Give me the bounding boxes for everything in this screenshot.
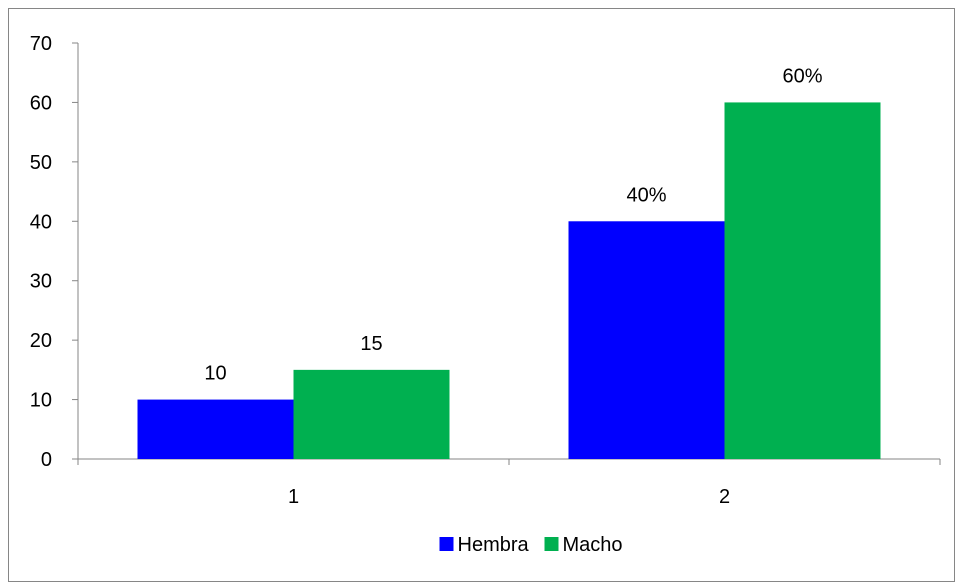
y-tick-label: 70 — [30, 33, 52, 55]
x-tick-label: 2 — [719, 486, 730, 508]
legend-label-macho: Macho — [563, 534, 623, 556]
y-tick-label: 50 — [30, 152, 52, 174]
y-tick-label: 20 — [30, 330, 52, 352]
y-tick-label: 10 — [30, 390, 52, 412]
legend-swatch-hembra — [439, 537, 454, 551]
bar-hembra-2 — [568, 221, 725, 459]
legend-label-hembra: Hembra — [458, 534, 530, 556]
bar-macho-2 — [724, 102, 881, 459]
bar-macho-1 — [293, 369, 450, 459]
data-label: 10 — [204, 363, 226, 385]
legend-swatch-macho — [544, 537, 559, 551]
y-tick-label: 40 — [30, 211, 52, 233]
y-tick-label: 60 — [30, 92, 52, 114]
y-tick-label: 30 — [30, 271, 52, 293]
bar-hembra-1 — [137, 399, 294, 459]
plot-area: 0 10 20 30 40 50 60 70 10 15 1 40% 60% 2 — [30, 33, 941, 508]
data-label: 15 — [360, 333, 382, 355]
y-tick-label: 0 — [41, 449, 52, 471]
data-label: 40% — [626, 184, 666, 206]
data-label: 60% — [782, 65, 822, 87]
x-tick-label: 1 — [288, 486, 299, 508]
legend: Hembra Macho — [439, 534, 623, 556]
